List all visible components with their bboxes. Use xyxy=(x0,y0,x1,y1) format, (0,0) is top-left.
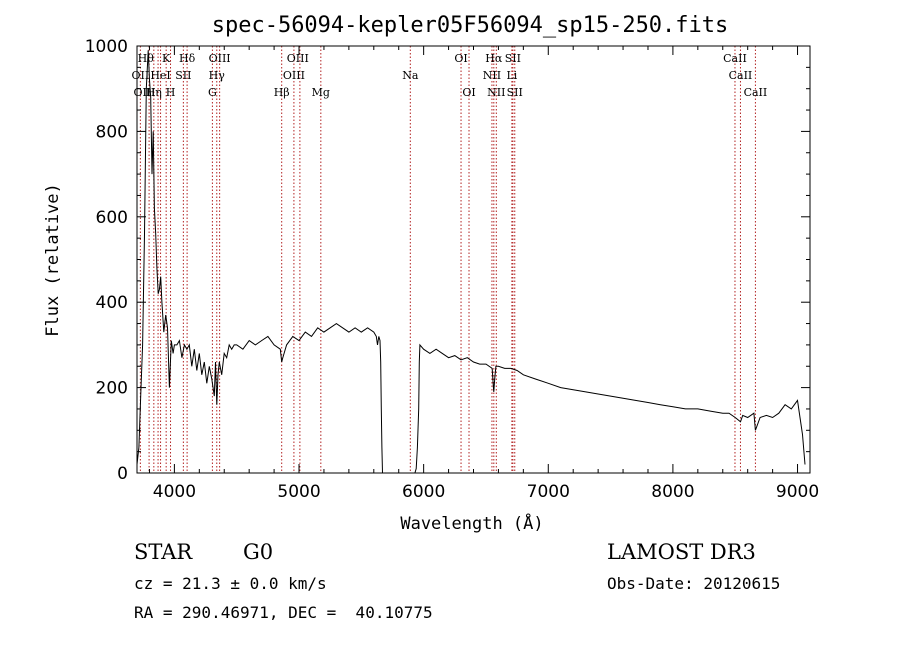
line-label-OIII: OIII xyxy=(209,52,231,65)
line-label-Na: Na xyxy=(402,69,419,82)
chart-title: spec-56094-kepler05F56094_sp15-250.fits xyxy=(212,13,729,38)
x-tick-label: 4000 xyxy=(153,482,196,502)
survey-name: LAMOST DR3 xyxy=(607,540,756,564)
series-flux xyxy=(136,50,384,474)
line-label-Hδ: Hδ xyxy=(179,52,196,65)
line-label-OIII: OIII xyxy=(283,69,305,82)
series-flux-red xyxy=(413,343,806,474)
plot-frame xyxy=(136,45,811,474)
line-label-H: H xyxy=(166,86,176,99)
obs-date: Obs-Date: 20120615 xyxy=(607,574,781,593)
line-label-OI: OI xyxy=(462,86,475,99)
line-label-NII: NII xyxy=(483,69,501,82)
line-label-OI: OI xyxy=(454,52,467,65)
line-label-HeI: HeI xyxy=(150,69,170,82)
line-label-Hθ: Hθ xyxy=(138,52,155,65)
spectral-line-markers xyxy=(139,46,756,473)
y-tick-label: 400 xyxy=(96,293,128,313)
object-class: STAR xyxy=(134,540,193,564)
line-label-G: G xyxy=(208,86,217,99)
axis-ticks: 4000 5000 6000 7000 8000 9000 0 200 400 600 800 100… xyxy=(85,37,819,502)
line-label-NII: NII xyxy=(487,86,505,99)
line-label-K: K xyxy=(162,52,171,65)
line-label-Mg: Mg xyxy=(312,86,330,99)
line-label-Hγ: Hγ xyxy=(209,69,226,82)
spectral-subclass: G0 xyxy=(243,540,274,564)
spectrum-series xyxy=(136,50,806,474)
line-label-Hβ: Hβ xyxy=(274,86,290,99)
line-label-SII: SII xyxy=(507,86,523,99)
x-axis-label: Wavelength (Å) xyxy=(400,512,543,534)
line-label-Hα: Hα xyxy=(485,52,503,65)
redshift-readout: cz = 21.3 ± 0.0 km/s xyxy=(134,574,327,593)
y-tick-label: 800 xyxy=(96,122,128,142)
y-tick-label: 200 xyxy=(96,379,128,399)
y-tick-label: 0 xyxy=(117,464,128,484)
line-label-Hη: Hη xyxy=(146,86,162,99)
x-tick-label: 9000 xyxy=(776,482,819,502)
line-label-SII: SII xyxy=(505,52,521,65)
x-tick-label: 6000 xyxy=(402,482,445,502)
line-label-OIII: OIII xyxy=(287,52,309,65)
x-tick-label: 5000 xyxy=(277,482,320,502)
y-axis-label: Flux (relative) xyxy=(43,183,63,337)
line-label-CaII: CaII xyxy=(729,69,753,82)
line-label-CaII: CaII xyxy=(744,86,768,99)
y-tick-label: 1000 xyxy=(85,37,128,57)
x-tick-label: 8000 xyxy=(651,482,694,502)
line-label-SII: SII xyxy=(175,69,191,82)
y-tick-label: 600 xyxy=(96,208,128,228)
line-label-OII: OII xyxy=(132,69,150,82)
x-tick-label: 7000 xyxy=(527,482,570,502)
coordinates-readout: RA = 290.46971, DEC = 40.10775 xyxy=(134,603,433,622)
line-label-Li: Li xyxy=(506,69,517,82)
line-label-CaII: CaII xyxy=(723,52,747,65)
